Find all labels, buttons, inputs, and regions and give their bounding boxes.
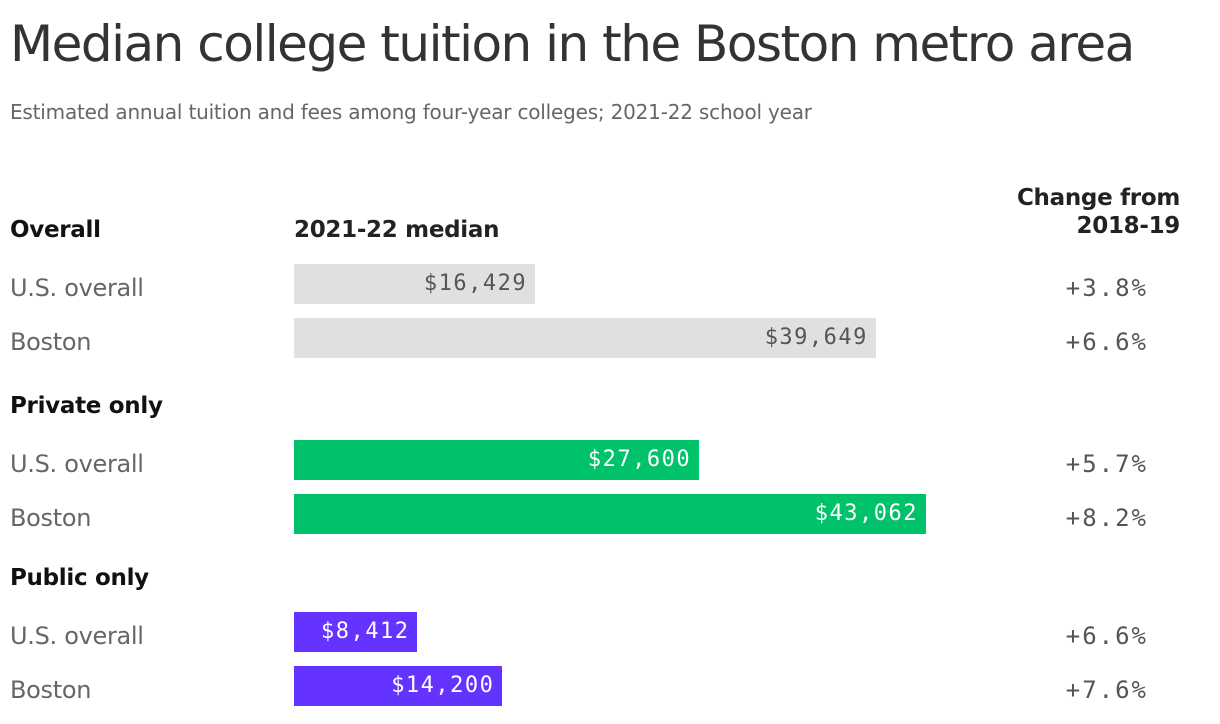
row-label-boston: Boston bbox=[10, 676, 92, 704]
change-column-header: Change from 2018-19 bbox=[920, 184, 1180, 240]
bar-value-label: $27,600 bbox=[587, 447, 692, 472]
row-label-boston: Boston bbox=[10, 504, 92, 532]
bar-value-label: $14,200 bbox=[391, 673, 495, 698]
chart-subtitle: Estimated annual tuition and fees among … bbox=[10, 100, 812, 124]
change-value: +3.8% bbox=[1065, 274, 1148, 302]
group-title-private-only: Private only bbox=[10, 393, 163, 419]
bar-value-label: $8,412 bbox=[320, 619, 410, 644]
bar-public-boston bbox=[294, 666, 503, 706]
bar-public-u-s-overall bbox=[294, 612, 418, 652]
bar-value-label: $39,649 bbox=[764, 325, 868, 350]
row-label-u-s-overall: U.S. overall bbox=[10, 622, 144, 650]
row-label-boston: Boston bbox=[10, 328, 92, 356]
bar-private-boston bbox=[294, 494, 926, 534]
group-title-overall: Overall bbox=[10, 217, 101, 243]
change-value: +6.6% bbox=[1065, 328, 1148, 356]
chart-title: Median college tuition in the Boston met… bbox=[10, 15, 1135, 73]
bar-value-label: $16,429 bbox=[423, 271, 528, 296]
change-value: +7.6% bbox=[1065, 676, 1148, 704]
bar-value-label: $43,062 bbox=[814, 501, 918, 526]
change-value: +6.6% bbox=[1065, 622, 1148, 650]
change-column-header-line1: Change from bbox=[1016, 185, 1180, 211]
median-column-header: 2021-22 median bbox=[294, 217, 500, 243]
bar-overall-boston bbox=[294, 318, 876, 358]
change-value: +8.2% bbox=[1065, 504, 1148, 532]
bar-overall-u-s-overall bbox=[294, 264, 536, 304]
row-label-u-s-overall: U.S. overall bbox=[10, 450, 144, 478]
bar-private-u-s-overall bbox=[294, 440, 700, 480]
change-column-header-line2: 2018-19 bbox=[1076, 213, 1181, 239]
group-title-public-only: Public only bbox=[10, 565, 149, 591]
change-value: +5.7% bbox=[1065, 450, 1148, 478]
row-label-u-s-overall: U.S. overall bbox=[10, 274, 144, 302]
